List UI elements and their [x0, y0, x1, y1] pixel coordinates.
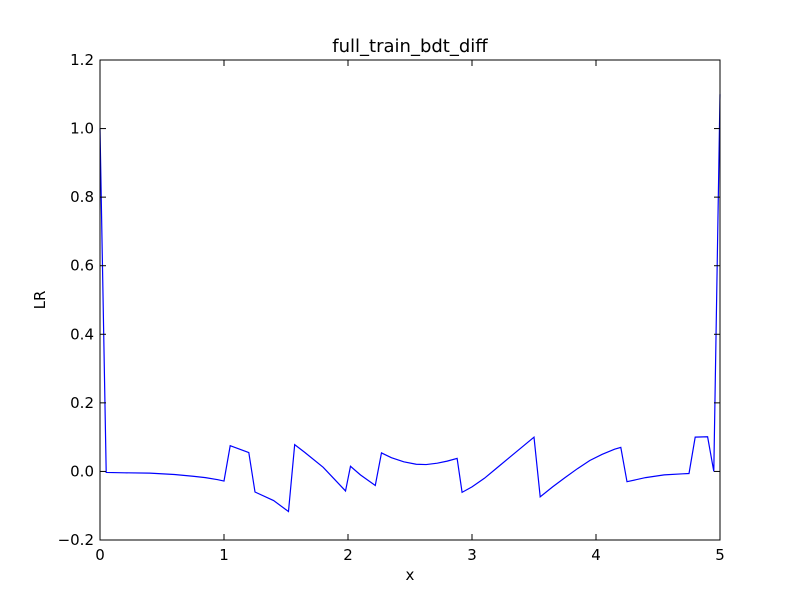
x-tick-label: 2 [343, 546, 353, 564]
y-axis-label: LR [31, 291, 49, 310]
x-tick-label: 4 [591, 546, 601, 564]
y-tick-label: −0.2 [58, 531, 94, 549]
x-tick-label: 0 [95, 546, 105, 564]
y-tick-label: 0.8 [70, 188, 94, 206]
y-tick-label: 0.2 [70, 394, 94, 412]
x-tick-label: 5 [715, 546, 725, 564]
series-line [99, 94, 721, 513]
x-tick-label: 1 [219, 546, 229, 564]
plot-frame [99, 59, 721, 541]
y-tick-label: 0.4 [70, 325, 94, 343]
y-tick-label: 0.0 [70, 462, 94, 480]
chart-title: full_train_bdt_diff [332, 36, 488, 57]
x-axis-label: x [406, 566, 415, 584]
y-tick-label: 0.6 [70, 257, 94, 275]
y-tick-label: 1.0 [70, 120, 94, 138]
y-tick-label: 1.2 [70, 51, 94, 69]
x-tick-label: 3 [467, 546, 477, 564]
